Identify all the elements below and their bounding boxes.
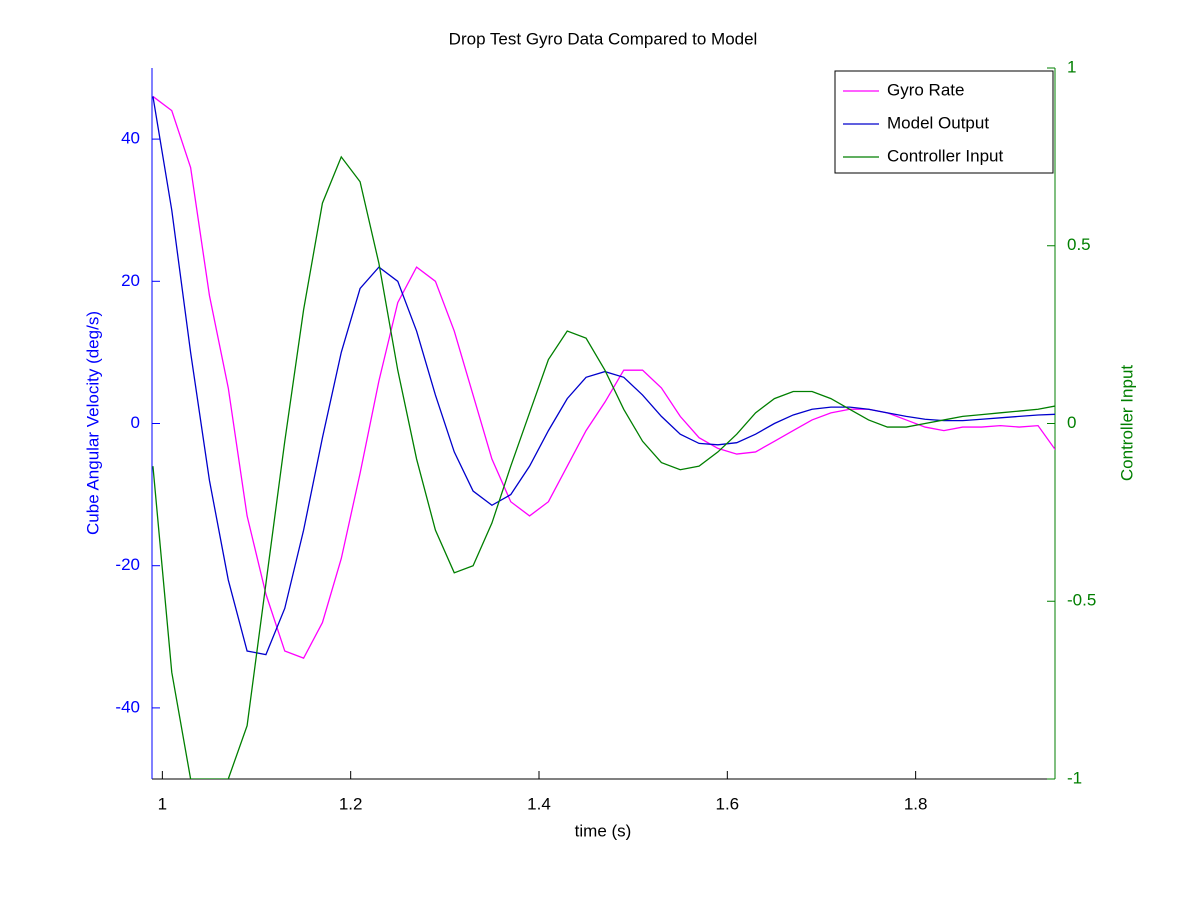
legend-label: Controller Input — [887, 146, 1004, 165]
legend-label: Model Output — [887, 113, 989, 132]
x-tick-label: 1.8 — [904, 794, 928, 813]
legend-label: Gyro Rate — [887, 80, 964, 99]
y-tick-label: -20 — [115, 555, 140, 574]
series-line — [152, 95, 1055, 659]
y-tick-label: -40 — [115, 697, 140, 716]
plot-area — [152, 95, 1055, 779]
x-tick-label: 1 — [158, 794, 167, 813]
y-axis-label: Cube Angular Velocity (deg/s) — [83, 311, 102, 535]
y2-tick-label: 0.5 — [1067, 235, 1091, 254]
x-tick-label: 1.4 — [527, 794, 551, 813]
series-line — [152, 155, 1055, 779]
x-tick-label: 1.6 — [716, 794, 740, 813]
y2-tick-label: -1 — [1067, 768, 1082, 787]
y-tick-label: 40 — [121, 129, 140, 148]
series-line — [152, 96, 1055, 656]
y2-tick-label: 1 — [1067, 57, 1076, 76]
y-tick-label: 20 — [121, 271, 140, 290]
y2-tick-label: 0 — [1067, 413, 1076, 432]
x-axis-label: time (s) — [575, 821, 632, 840]
chart-title: Drop Test Gyro Data Compared to Model — [449, 29, 758, 48]
y2-axis-label: Controller Input — [1117, 365, 1136, 482]
y-tick-label: 0 — [131, 413, 140, 432]
y2-tick-label: -0.5 — [1067, 591, 1096, 610]
legend-box — [834, 70, 1054, 174]
x-tick-label: 1.2 — [339, 794, 363, 813]
